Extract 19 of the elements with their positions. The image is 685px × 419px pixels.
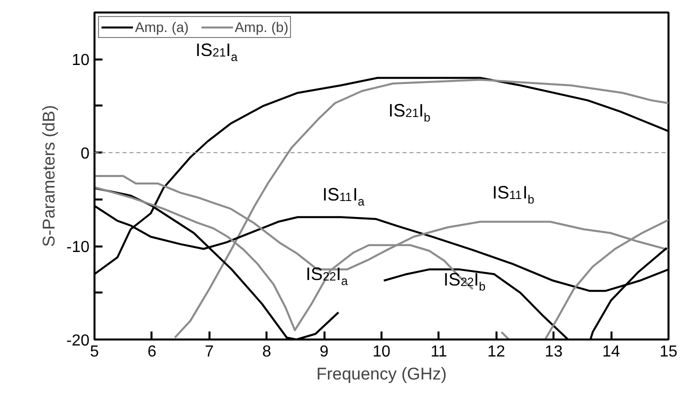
x-tick-label: 14 (602, 344, 620, 360)
y-tick-label: 10 (72, 52, 90, 70)
legend-label: Amp. (a) (135, 19, 189, 35)
x-tick-label: 12 (487, 344, 506, 360)
y-tick-label: -20 (66, 332, 90, 350)
x-tick-label: 13 (544, 344, 563, 360)
x-tick-label: 8 (262, 344, 272, 360)
x-tick-label: 15 (660, 344, 678, 360)
x-tick-label: 11 (430, 344, 448, 360)
y-axis-title: S-Parameters (dB) (39, 105, 58, 247)
x-tick-label: 6 (147, 344, 156, 360)
legend-label: Amp. (b) (234, 19, 288, 35)
x-tick-label: 9 (320, 344, 329, 360)
x-tick-label: 5 (90, 344, 100, 360)
x-tick-label: 7 (204, 344, 214, 360)
x-axis-title: Frequency (GHz) (316, 364, 447, 384)
y-tick-label: 0 (80, 146, 90, 163)
x-tick-label: 10 (372, 344, 390, 360)
y-tick-label: -10 (66, 239, 90, 256)
